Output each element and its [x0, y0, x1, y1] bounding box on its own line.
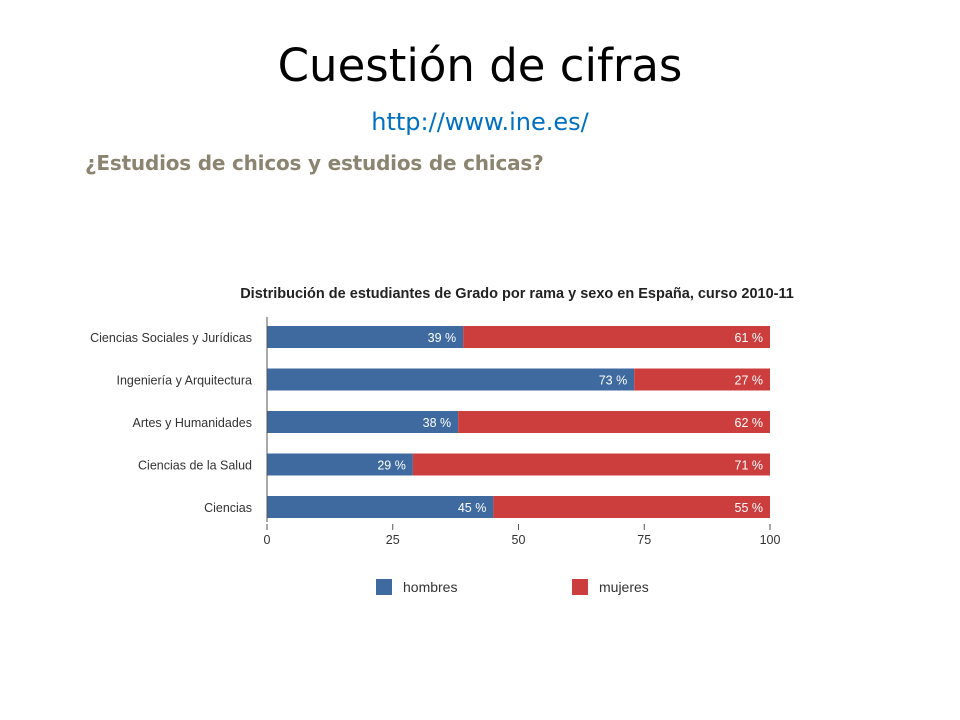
legend-label-mujeres: mujeres: [599, 579, 649, 595]
data-label-mujeres: 71 %: [735, 459, 764, 473]
bar-hombres: [267, 496, 494, 518]
category-label: Ciencias Sociales y Jurídicas: [90, 331, 252, 345]
legend-swatch-hombres: [376, 579, 392, 595]
bar-mujeres: [463, 326, 770, 348]
data-label-hombres: 45 %: [458, 501, 487, 515]
bar-hombres: [267, 368, 635, 391]
bar-mujeres: [634, 368, 770, 391]
legend: hombres mujeres: [376, 579, 649, 595]
bar-mujeres: [458, 411, 770, 433]
x-tick-label: 100: [760, 533, 781, 547]
category-label: Ingeniería y Arquitectura: [117, 374, 253, 388]
category-label: Ciencias de la Salud: [138, 459, 252, 473]
data-label-mujeres: 55 %: [735, 501, 764, 515]
source-link[interactable]: http://www.ine.es/: [371, 108, 589, 136]
chart-title: Distribución de estudiantes de Grado por…: [240, 286, 794, 302]
data-label-hombres: 29 %: [377, 459, 406, 473]
legend-swatch-mujeres: [572, 579, 588, 595]
slide-subtitle: ¿Estudios de chicos y estudios de chicas…: [85, 151, 544, 175]
data-label-hombres: 73 %: [599, 374, 628, 388]
data-label-hombres: 39 %: [428, 331, 457, 345]
x-tick-label: 0: [264, 533, 271, 547]
legend-label-hombres: hombres: [403, 579, 457, 595]
x-tick-label: 50: [512, 533, 526, 547]
x-tick-label: 25: [386, 533, 400, 547]
x-tick-label: 75: [637, 533, 651, 547]
data-label-hombres: 38 %: [423, 416, 452, 430]
category-label: Artes y Humanidades: [132, 416, 252, 430]
category-label: Ciencias: [204, 501, 252, 515]
bar-hombres: [267, 411, 459, 433]
bars-layer: Ciencias Sociales y Jurídicas 39 % 61 % Ing…: [90, 326, 770, 518]
bar-hombres: [267, 326, 464, 348]
data-label-mujeres: 62 %: [735, 416, 764, 430]
x-axis: 0 25 50 75 100: [264, 317, 781, 547]
data-label-mujeres: 27 %: [735, 374, 764, 388]
data-label-mujeres: 61 %: [735, 331, 764, 345]
bar-hombres: [267, 453, 413, 476]
slide-title: Cuestión de cifras: [277, 39, 683, 92]
bar-mujeres: [493, 496, 770, 518]
bar-mujeres: [412, 453, 770, 476]
